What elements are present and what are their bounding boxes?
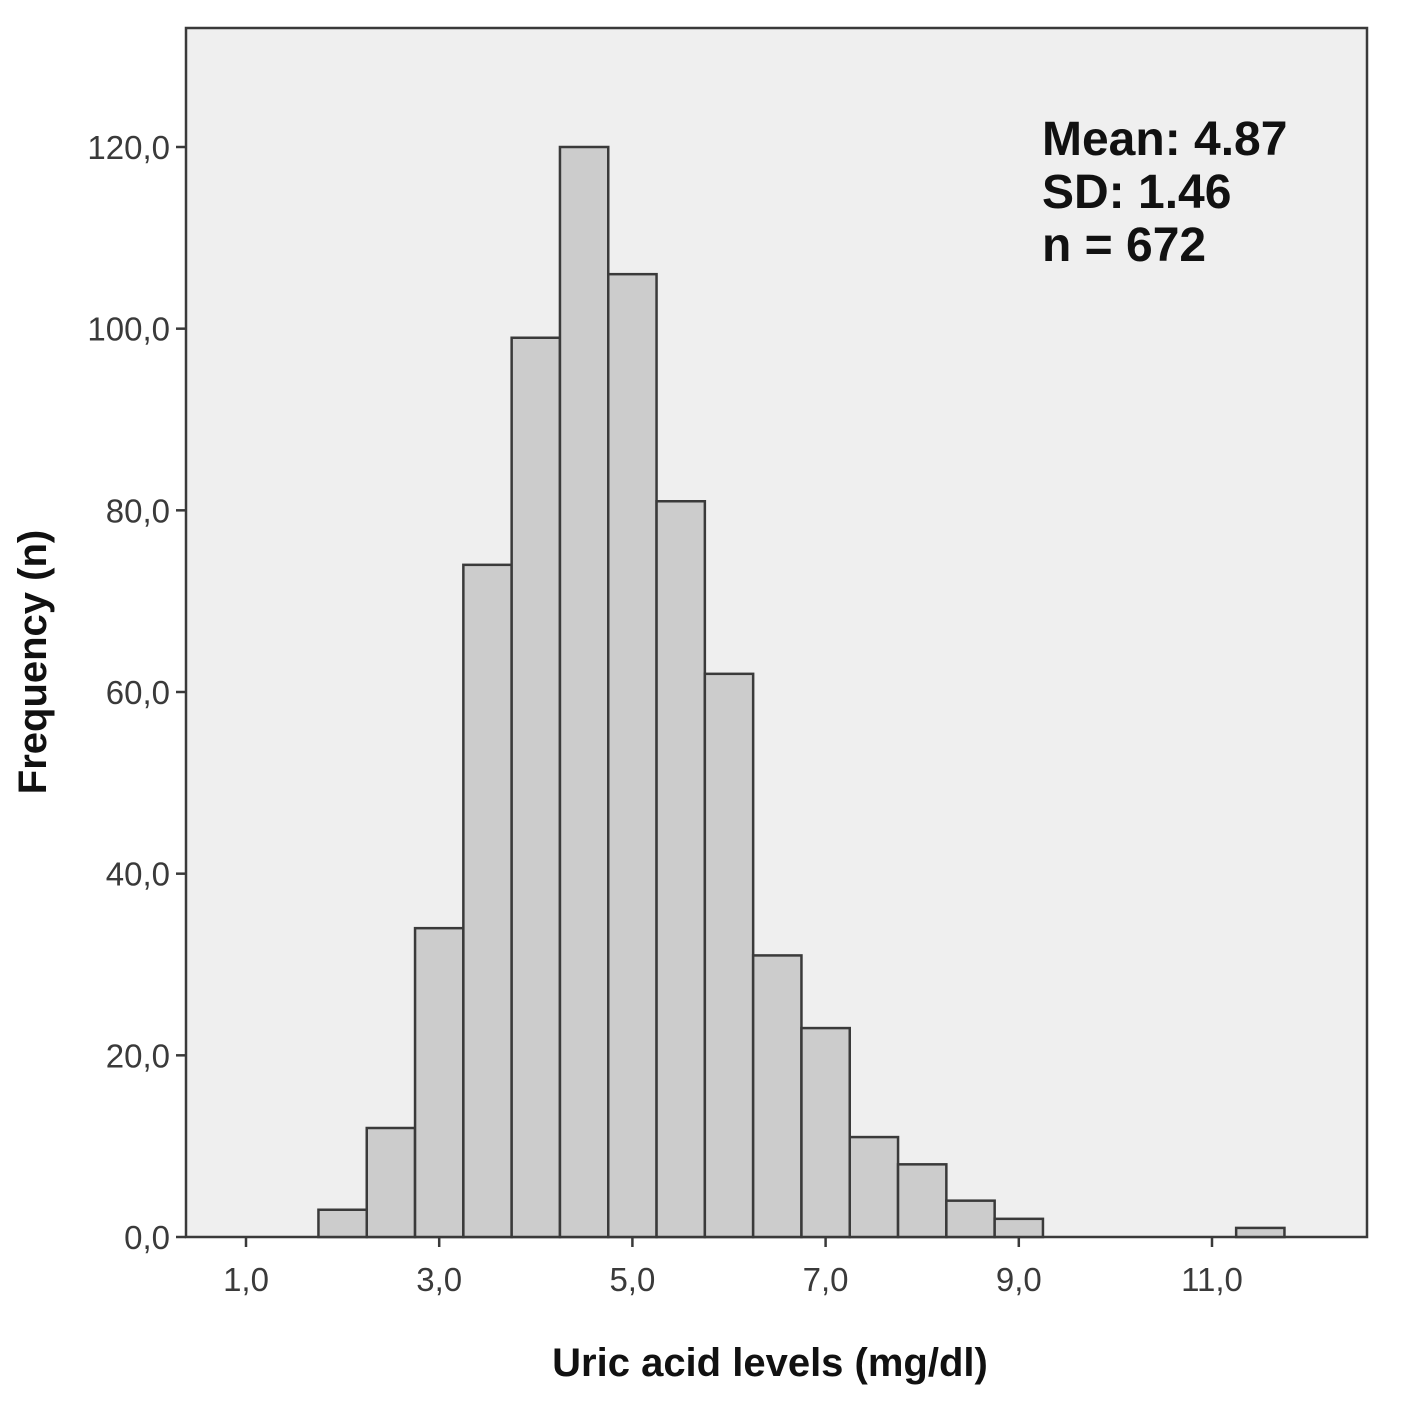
y-tick-label: 60,0 xyxy=(106,674,170,711)
y-tick-label: 20,0 xyxy=(106,1037,170,1074)
histogram-bar xyxy=(510,336,562,1239)
histogram-bar xyxy=(558,145,610,1239)
y-tick-label: 100,0 xyxy=(87,311,170,348)
mean-annotation: Mean: 4.87 xyxy=(1042,113,1287,166)
histogram-bar xyxy=(751,954,803,1239)
x-tick-label: 11,0 xyxy=(1181,1261,1243,1298)
x-axis-ticks: 1,0 3,0 5,0 7,0 9,0 11,0 xyxy=(223,1237,1243,1298)
stats-annotation: Mean: 4.87 SD: 1.46 n = 672 xyxy=(1042,113,1287,272)
bars-group xyxy=(317,145,1286,1239)
y-tick-label: 0,0 xyxy=(124,1219,170,1256)
histogram-bar xyxy=(413,926,465,1239)
histogram-bar xyxy=(945,1199,996,1239)
histogram-bar xyxy=(655,500,707,1239)
histogram-bar xyxy=(896,1163,948,1239)
histogram-bar xyxy=(1234,1226,1286,1239)
y-tick-label: 80,0 xyxy=(106,492,170,529)
x-tick-label: 1,0 xyxy=(223,1261,269,1298)
histogram-bar xyxy=(365,1126,417,1239)
y-axis-ticks: 0,0 20,0 40,0 60,0 80,0 100,0 120,0 xyxy=(87,129,186,1256)
x-tick-label: 9,0 xyxy=(996,1261,1042,1298)
y-tick-label: 120,0 xyxy=(87,129,170,166)
x-tick-label: 7,0 xyxy=(803,1261,849,1298)
sd-annotation: SD: 1.46 xyxy=(1042,166,1231,219)
n-annotation: n = 672 xyxy=(1042,219,1206,272)
y-tick-label: 40,0 xyxy=(106,856,170,893)
histogram-bar xyxy=(462,563,513,1239)
histogram-bar xyxy=(703,672,755,1239)
y-axis-title: Frequency (n) xyxy=(11,530,55,794)
x-tick-label: 5,0 xyxy=(609,1261,655,1298)
x-axis-title: Uric acid levels (mg/dl) xyxy=(552,1341,988,1385)
histogram-bar xyxy=(800,1026,852,1239)
histogram-bar xyxy=(848,1135,900,1239)
histogram-bar xyxy=(993,1217,1045,1239)
histogram-bar xyxy=(317,1208,369,1239)
x-tick-label: 3,0 xyxy=(416,1261,462,1298)
histogram-bar xyxy=(607,272,658,1239)
